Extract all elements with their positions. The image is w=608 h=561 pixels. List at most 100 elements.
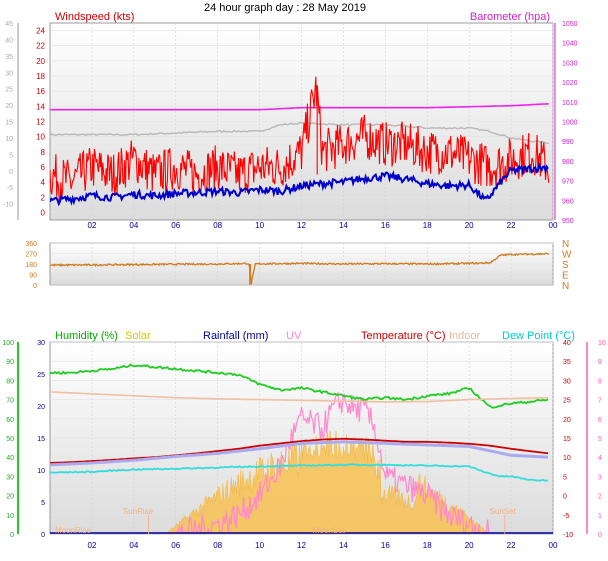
uv-y-tick: 8	[598, 378, 602, 385]
series-temp_trace-line	[50, 121, 549, 145]
outer-y-tick: 40	[5, 37, 13, 44]
temp-y-tick: 10	[563, 455, 571, 462]
legend-uv: UV	[286, 330, 302, 342]
temp-y-tick: 20	[563, 417, 571, 424]
baro-y-tick: 1020	[562, 80, 578, 87]
rain-y-tick: 10	[37, 468, 45, 475]
series-dew_point-line	[50, 463, 549, 482]
wind-y-tick: 12	[36, 118, 45, 127]
rain-y-tick: 25	[37, 372, 45, 379]
x-tick-label: 10	[255, 221, 264, 230]
outer-y-tick: 10	[5, 136, 13, 143]
series-gust-line	[50, 76, 550, 202]
outer-y-tick: 15	[5, 120, 13, 127]
uv-y-tick: 4	[598, 455, 602, 462]
x-tick-label: 12	[297, 541, 306, 550]
uv-y-tick: 9	[598, 359, 602, 366]
wind-y-tick: 20	[36, 57, 45, 66]
temp-y-tick: 0	[563, 494, 567, 501]
rain-y-tick: 30	[37, 340, 45, 347]
temp-y-tick: 30	[563, 378, 571, 385]
legend-humidity: Humidity (%)	[55, 330, 118, 342]
dir-compass-label: S	[562, 260, 569, 271]
uv-y-tick: 3	[598, 474, 602, 481]
x-tick-label: 08	[213, 541, 222, 550]
humidity-y-tick: 90	[6, 359, 14, 366]
humidity-y-tick: 20	[6, 494, 14, 501]
x-tick-label: 14	[339, 541, 348, 550]
annotation-label: MoonSet	[313, 526, 346, 535]
wind-y-tick: 2	[41, 193, 46, 202]
humidity-y-tick: 80	[6, 378, 14, 385]
baro-y-tick: 1040	[562, 41, 578, 48]
temp-y-tick: 25	[563, 398, 571, 405]
temp-y-tick: -10	[563, 532, 573, 539]
x-tick-label: 14	[339, 221, 348, 230]
x-tick-label: 20	[465, 221, 474, 230]
series-barometer-line	[50, 103, 549, 111]
humidity-y-tick: 10	[6, 513, 14, 520]
wind-y-tick: 4	[41, 178, 46, 187]
x-tick-label: 02	[87, 221, 96, 230]
dir-y-tick: 90	[29, 273, 37, 280]
annotation-label: MoonRise	[55, 526, 92, 535]
wind-y-tick: 6	[41, 163, 46, 172]
baro-y-tick: 960	[562, 198, 574, 205]
uv-y-tick: 6	[598, 417, 602, 424]
dir-y-tick: 180	[25, 262, 37, 269]
legend-rainfall: Rainfall (mm)	[203, 330, 268, 342]
series-temp_band-line	[50, 440, 549, 467]
rain-y-tick: 15	[37, 436, 45, 443]
x-tick-label: 20	[465, 541, 474, 550]
humidity-y-tick: 40	[6, 455, 14, 462]
annotation-label: SunRise	[123, 507, 154, 516]
legend-indoor: Indoor	[449, 330, 481, 342]
wind-y-tick: 10	[36, 133, 45, 142]
uv-y-tick: 1	[598, 513, 602, 520]
humidity-y-tick: 0	[10, 532, 14, 539]
outer-y-tick: -10	[3, 202, 13, 209]
rain-y-tick: 5	[41, 500, 45, 507]
baro-y-tick: 990	[562, 139, 574, 146]
rain-y-tick: 20	[37, 404, 45, 411]
wind-y-tick: 8	[41, 148, 46, 157]
x-tick-label: 18	[423, 541, 432, 550]
dir-compass-label: N	[562, 281, 569, 292]
baro-y-tick: 950	[562, 218, 574, 225]
temp-y-tick: 40	[563, 340, 571, 347]
uv-line	[176, 391, 491, 534]
uv-y-tick: 2	[598, 494, 602, 501]
humidity-y-tick: 30	[6, 474, 14, 481]
baro-y-tick: 980	[562, 159, 574, 166]
outer-y-tick: 20	[5, 103, 13, 110]
x-tick-label: 06	[171, 221, 180, 230]
x-tick-label: 22	[507, 541, 516, 550]
outer-y-tick: 0	[9, 169, 13, 176]
baro-y-tick: 1050	[562, 21, 578, 28]
series-humidity-line	[50, 363, 549, 409]
dir-y-tick: 270	[25, 252, 37, 259]
wind-y-tick: 16	[36, 87, 45, 96]
x-tick-label: 00	[549, 221, 558, 230]
wind-y-tick: 14	[36, 102, 45, 111]
outer-y-tick: -5	[7, 185, 13, 192]
uv-y-tick: 7	[598, 398, 602, 405]
x-tick-label: 16	[381, 541, 390, 550]
baro-y-tick: 970	[562, 179, 574, 186]
dir-compass-label: E	[562, 271, 569, 282]
windspeed-label: Windspeed (kts)	[55, 11, 134, 23]
baro-y-tick: 1000	[562, 120, 578, 127]
humidity-y-tick: 50	[6, 436, 14, 443]
legend-temperature: Temperature (°C)	[361, 330, 445, 342]
x-tick-label: 04	[129, 221, 138, 230]
baro-y-tick: 1010	[562, 100, 578, 107]
page-title: 24 hour graph day : 28 May 2019	[204, 2, 366, 14]
x-tick-label: 06	[171, 541, 180, 550]
series-temperature-line	[50, 437, 549, 464]
outer-y-tick: 25	[5, 87, 13, 94]
dir-y-tick: 0	[33, 283, 37, 290]
dir-compass-label: W	[562, 250, 572, 261]
x-tick-label: 04	[129, 541, 138, 550]
uv-y-tick: 10	[598, 340, 606, 347]
